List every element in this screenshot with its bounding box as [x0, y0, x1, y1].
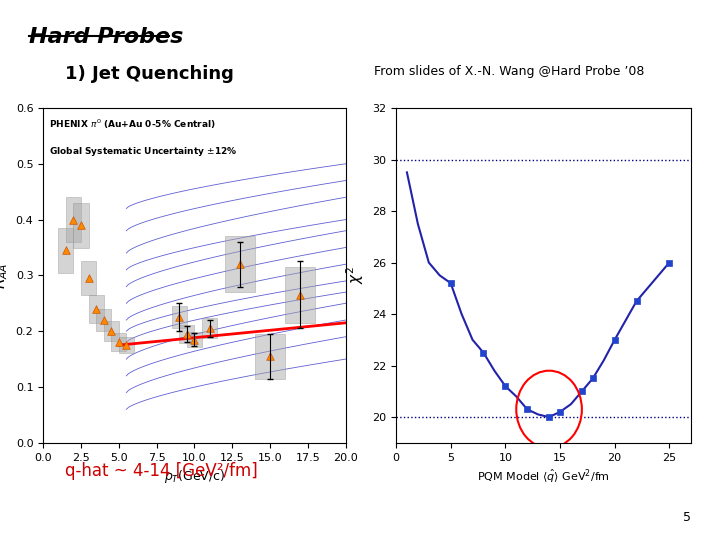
- Bar: [202, 319, 217, 339]
- Point: [631, 297, 642, 306]
- Text: 5: 5: [683, 511, 691, 524]
- Point: [664, 258, 675, 267]
- Point: [60, 246, 72, 255]
- Point: [264, 352, 276, 361]
- Point: [76, 221, 86, 230]
- Bar: [89, 295, 104, 323]
- Point: [477, 348, 489, 357]
- Bar: [171, 306, 186, 328]
- Bar: [179, 325, 194, 343]
- Point: [90, 305, 102, 313]
- Text: 1) Jet Quenching: 1) Jet Quenching: [65, 65, 234, 83]
- Bar: [285, 267, 315, 323]
- Point: [189, 335, 200, 344]
- Bar: [255, 334, 285, 379]
- Bar: [119, 338, 134, 353]
- Point: [554, 408, 566, 416]
- Bar: [111, 333, 127, 352]
- Point: [113, 338, 125, 347]
- Point: [587, 374, 598, 383]
- Bar: [186, 332, 202, 347]
- Point: [294, 291, 306, 299]
- Bar: [66, 197, 81, 242]
- Point: [204, 324, 215, 333]
- Bar: [96, 309, 111, 331]
- Bar: [73, 203, 89, 247]
- Text: q-hat ~ 4-14 [GeV²/fm]: q-hat ~ 4-14 [GeV²/fm]: [65, 462, 258, 480]
- Point: [445, 279, 456, 287]
- Point: [576, 387, 588, 396]
- Bar: [225, 237, 255, 292]
- Point: [234, 260, 246, 268]
- Point: [68, 215, 79, 224]
- Point: [98, 316, 109, 325]
- Bar: [81, 261, 96, 295]
- Point: [181, 329, 192, 338]
- Point: [174, 313, 185, 321]
- Y-axis label: $\chi^2$: $\chi^2$: [345, 266, 366, 285]
- Bar: [58, 228, 73, 273]
- Text: From slides of X.-N. Wang @Hard Probe ’08: From slides of X.-N. Wang @Hard Probe ’0…: [374, 65, 645, 78]
- X-axis label: PQM Model $\langle\hat{q}\rangle$ GeV$^2$/fm: PQM Model $\langle\hat{q}\rangle$ GeV$^2…: [477, 468, 610, 486]
- Text: Hard Probes: Hard Probes: [29, 27, 183, 47]
- Text: PHENIX $\pi^0$ (Au+Au 0-5% Central): PHENIX $\pi^0$ (Au+Au 0-5% Central): [49, 118, 216, 131]
- Text: Global Systematic Uncertainty $\pm$12%: Global Systematic Uncertainty $\pm$12%: [49, 145, 238, 158]
- Point: [521, 405, 533, 414]
- Y-axis label: $R_{AA}$: $R_{AA}$: [0, 262, 10, 288]
- Point: [544, 413, 555, 421]
- Point: [83, 274, 94, 282]
- X-axis label: $p_T$(GeV/c): $p_T$(GeV/c): [163, 468, 225, 485]
- Point: [500, 382, 511, 390]
- Point: [120, 341, 132, 349]
- Point: [609, 335, 621, 344]
- Bar: [104, 321, 119, 341]
- Point: [105, 327, 117, 335]
